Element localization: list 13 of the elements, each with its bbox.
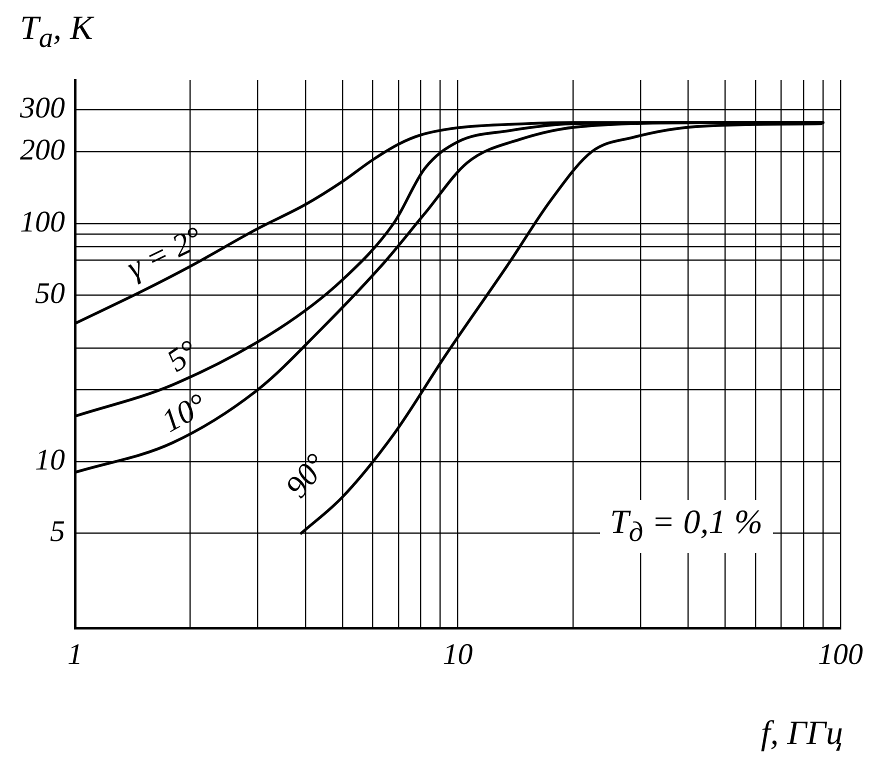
- text: 10°: [156, 386, 212, 439]
- x-tick-label: 10: [442, 638, 473, 671]
- y-tick-label: 10: [35, 443, 65, 476]
- y-tick-label: 300: [19, 92, 65, 125]
- y-tick-label: 5: [50, 515, 65, 548]
- x-axis-title: f, ГГц: [760, 715, 843, 753]
- x-tick-label: 1: [68, 638, 82, 671]
- y-tick-label: 100: [20, 205, 65, 238]
- y-tick-label: 50: [35, 276, 65, 310]
- y-tick-label: 200: [20, 134, 65, 167]
- y-axis-title: T$_{а}$, К: [20, 10, 93, 55]
- annotation: T$_{д}$ = 0,1 %: [600, 500, 773, 553]
- x-tick-label: 100: [818, 638, 863, 671]
